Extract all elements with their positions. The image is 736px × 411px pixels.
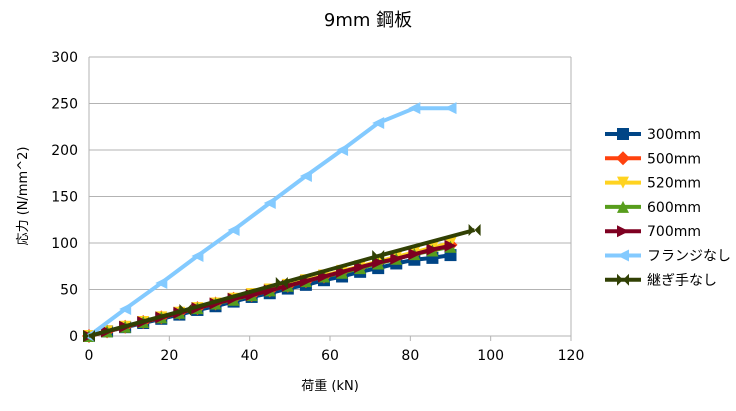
x-tick-label: 40 (241, 348, 259, 364)
data-point-marker (617, 200, 629, 213)
data-point-marker (227, 223, 240, 236)
data-point-marker (616, 151, 630, 166)
data-point-marker (617, 273, 629, 286)
data-point-marker (336, 144, 349, 156)
y-tick-label: 0 (69, 329, 78, 345)
data-point-marker (299, 170, 312, 183)
data-point-marker (617, 225, 629, 238)
data-point-marker (408, 102, 421, 115)
legend-label: フランジなし (647, 249, 731, 265)
chart-title: 9mm 鋼板 (324, 10, 412, 31)
legend-label: 600mm (647, 200, 701, 216)
data-point-marker (354, 261, 367, 274)
y-tick-label: 300 (51, 50, 78, 66)
legend-item: 300mm (605, 127, 701, 143)
data-point-marker (468, 223, 481, 236)
y-tick-label: 100 (51, 236, 78, 252)
data-point-marker (191, 250, 204, 263)
x-tick-labels: 0 20 40 60 80 100 120 (85, 348, 585, 364)
legend-item: 700mm (605, 224, 701, 240)
data-point-marker (263, 197, 276, 210)
y-tick-label: 150 (51, 190, 78, 206)
data-point-marker (617, 128, 629, 140)
y-tick-label: 50 (60, 283, 78, 299)
x-tick-label: 80 (401, 348, 419, 364)
legend-item: 520mm (605, 176, 701, 192)
legend-item: 継ぎ手なし (605, 273, 717, 289)
legend-label: 700mm (647, 224, 701, 240)
series-line (88, 228, 476, 338)
data-point-marker (444, 239, 457, 252)
data-point-marker (83, 330, 95, 342)
x-tick-label: 100 (477, 348, 504, 364)
data-point-marker (372, 117, 385, 130)
x-tick-label: 60 (321, 348, 339, 364)
series-line (87, 106, 451, 338)
grid-lines (88, 56, 572, 341)
data-point-marker (179, 303, 192, 316)
data-point-marker (372, 250, 385, 263)
legend-item: フランジなし (605, 249, 731, 265)
data-point-marker (444, 102, 457, 115)
data-point-marker (617, 176, 629, 189)
x-axis-label: 荷重 (kN) (301, 378, 359, 394)
data-point-marker (426, 243, 439, 256)
series (83, 102, 457, 342)
data-point-marker (372, 256, 385, 269)
data-point-marker (408, 248, 421, 261)
y-tick-label: 250 (51, 97, 78, 113)
y-axis-label: 応力 (N/mm^2) (16, 147, 31, 246)
data-point-marker (155, 276, 168, 289)
legend-label: 520mm (647, 176, 701, 192)
series-group (82, 102, 481, 343)
legend-item: 500mm (605, 151, 701, 167)
data-point-marker (390, 252, 403, 265)
legend-label: 300mm (647, 127, 701, 143)
x-tick-label: 20 (160, 348, 178, 364)
data-point-marker (119, 303, 132, 316)
y-tick-label: 200 (51, 143, 78, 159)
data-point-marker (617, 249, 629, 262)
x-tick-label: 0 (85, 348, 94, 364)
y-tick-labels: 0 50 100 150 200 250 300 (51, 50, 78, 345)
x-tick-label: 120 (558, 348, 585, 364)
legend-label: 継ぎ手なし (647, 273, 717, 289)
legend-label: 500mm (647, 151, 701, 167)
series (83, 223, 481, 342)
legend-item: 600mm (605, 200, 701, 216)
data-point-marker (275, 276, 288, 289)
